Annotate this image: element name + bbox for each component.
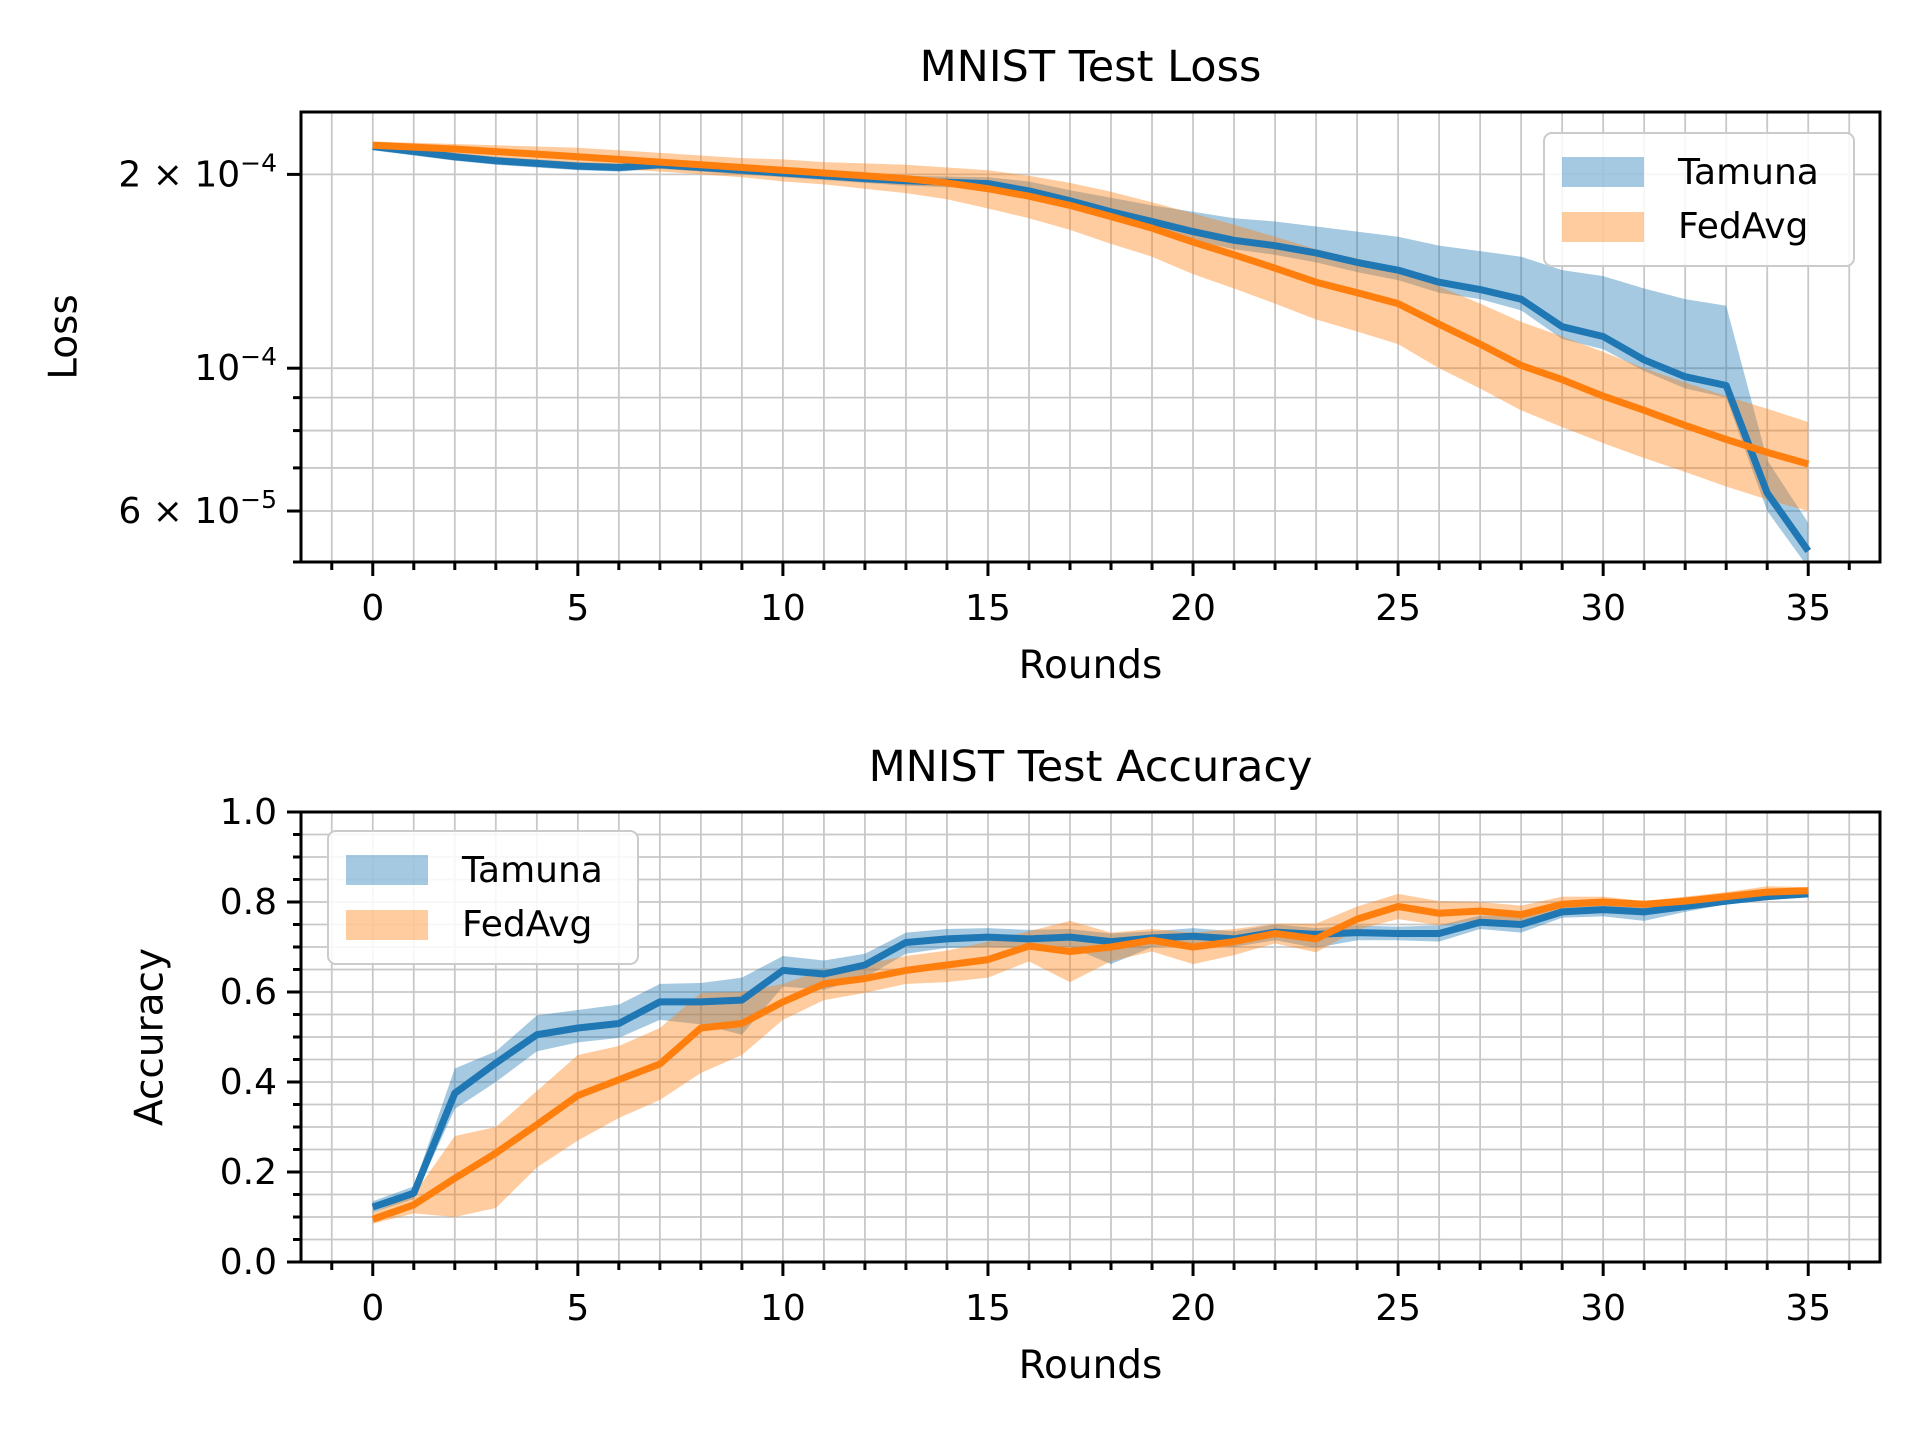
accuracy-chart: 0 5 10 15 20 25 30 35 0.0 0.2 0.4 0.6 0.8 1.0 (220, 792, 1882, 1329)
axes-spines (299, 110, 1882, 564)
y-tick-label: 0.4 (220, 1062, 277, 1103)
loss-xaxis-label: Rounds (1018, 643, 1163, 688)
x-tick-label: 20 (1170, 1288, 1216, 1329)
x-tick-label: 5 (566, 1288, 589, 1329)
y-tick-label: 0.8 (220, 882, 277, 923)
x-tick-label: 35 (1785, 588, 1831, 629)
x-tick-label: 0 (361, 1288, 384, 1329)
y-tick-label: 0.0 (220, 1242, 277, 1283)
x-tick-label: 0 (361, 588, 384, 629)
legend-label-fedavg: FedAvg (1678, 206, 1809, 248)
fedavg-line (372, 141, 1810, 468)
x-tick-label: 25 (1375, 588, 1421, 629)
tamuna-line (371, 890, 1809, 1211)
accuracy-chart-title: MNIST Test Accuracy (868, 742, 1313, 792)
tamuna-band-swatch (1562, 157, 1644, 188)
tamuna-band-swatch (346, 855, 428, 886)
legend-label-tamuna: Tamuna (462, 849, 603, 891)
y-tick-label: 0.2 (220, 1152, 277, 1193)
x-tick-label: 10 (760, 1288, 806, 1329)
y-tick-label: 10−4 (194, 342, 277, 389)
fedavg-confidence-band (372, 141, 1809, 512)
tamuna-confidence-band (372, 890, 1809, 1213)
legend-entry-fedavg: FedAvg (346, 904, 623, 945)
x-tick-label: 30 (1580, 588, 1626, 629)
tamuna-confidence-band (372, 142, 1809, 562)
fedavg-band-swatch (1562, 211, 1644, 242)
x-tick-label: 35 (1785, 1288, 1831, 1329)
y-tick-label: 0.6 (220, 972, 277, 1013)
accuracy-legend: Tamuna FedAvg (327, 830, 639, 965)
x-tick-label: 5 (566, 588, 589, 629)
ticks (287, 810, 1851, 1276)
fedavg-confidence-band (372, 886, 1809, 1224)
x-tick-label: 15 (965, 1288, 1011, 1329)
legend-entry-fedavg: FedAvg (1562, 206, 1839, 247)
x-tick-label: 15 (965, 588, 1011, 629)
tick-labels: 0 5 10 15 20 25 30 35 2 × 10−4 10−4 6 × 10−5 (118, 148, 1831, 629)
x-tick-label: 10 (760, 588, 806, 629)
x-tick-label: 25 (1375, 1288, 1421, 1329)
fedavg-line (371, 887, 1809, 1223)
accuracy-yaxis-label: Accuracy (127, 947, 173, 1127)
tamuna-line (372, 143, 1812, 554)
loss-chart-title: MNIST Test Loss (919, 42, 1262, 92)
y-tick-label: 2 × 10−4 (118, 148, 277, 195)
loss-legend: Tamuna FedAvg (1543, 132, 1855, 267)
tick-labels: 0 5 10 15 20 25 30 35 0.0 0.2 0.4 0.6 0.8 1.0 (220, 792, 1831, 1329)
loss-yaxis-label: Loss (41, 294, 87, 380)
legend-label-fedavg: FedAvg (462, 904, 593, 946)
ticks (287, 172, 1851, 576)
legend-entry-tamuna: Tamuna (1562, 152, 1839, 193)
x-tick-label: 20 (1170, 588, 1216, 629)
legend-label-tamuna: Tamuna (1678, 151, 1819, 193)
fedavg-band-swatch (346, 909, 428, 940)
accuracy-xaxis-label: Rounds (1018, 1343, 1163, 1388)
x-tick-label: 30 (1580, 1288, 1626, 1329)
y-tick-label: 6 × 10−5 (118, 485, 277, 532)
y-tick-label: 1.0 (220, 792, 277, 833)
legend-entry-tamuna: Tamuna (346, 850, 623, 891)
